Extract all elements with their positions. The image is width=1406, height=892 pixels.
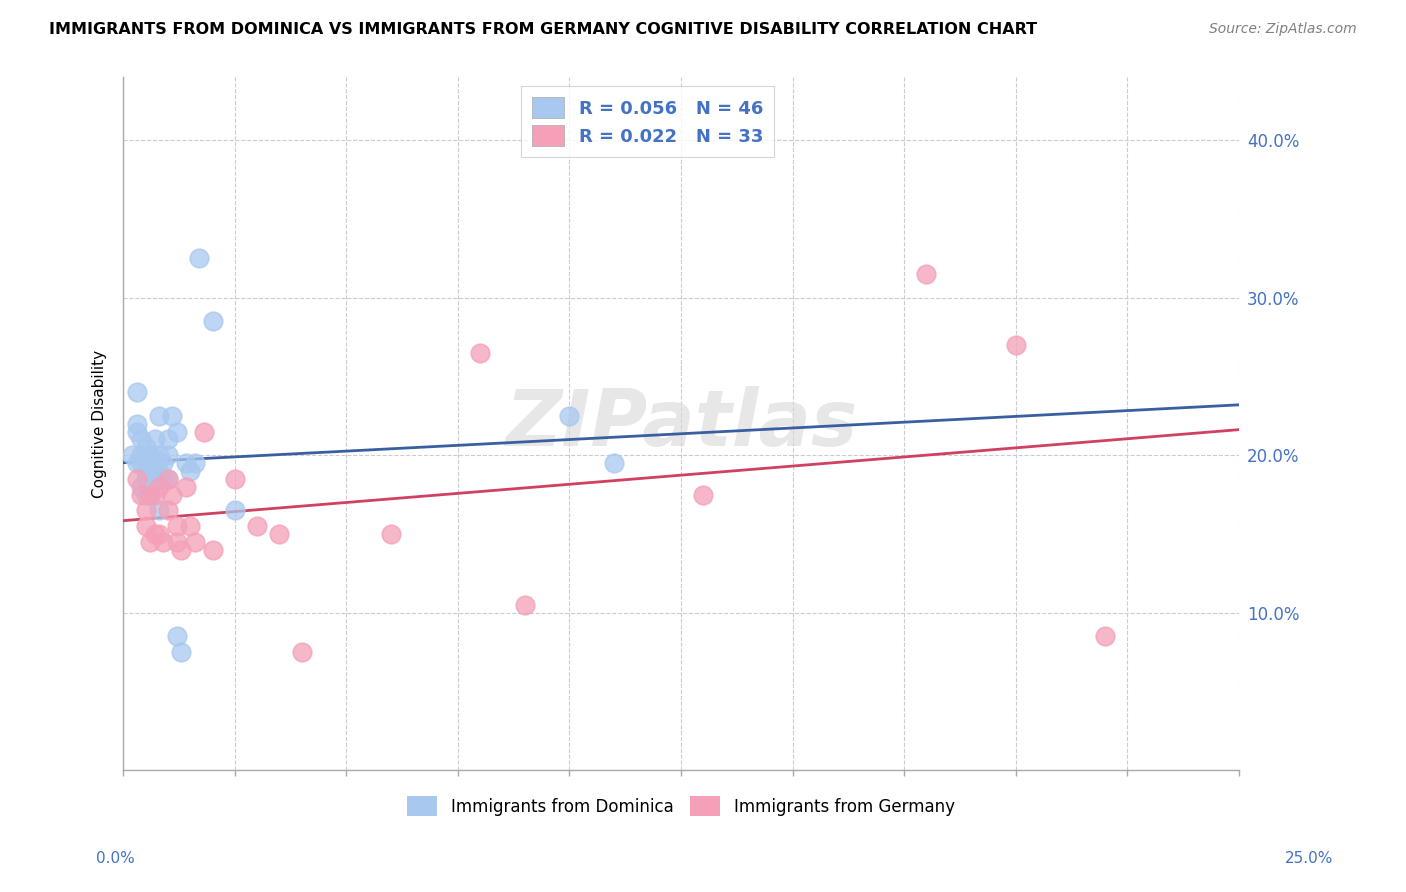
Point [125,456,148,470]
Point [170,542,193,557]
Point [156,433,179,447]
Point [129,456,152,470]
Point [135,456,157,470]
Point [139,487,162,501]
Point [125,385,148,400]
Point [139,456,162,470]
Point [156,472,179,486]
Point [143,472,166,486]
Point [166,519,188,533]
Point [470,346,492,360]
Point [148,409,170,423]
Point [291,645,314,659]
Point [135,456,157,470]
Y-axis label: Cognitive Disability: Cognitive Disability [93,350,107,498]
Point [513,598,536,612]
Point [603,456,626,470]
Point [121,448,143,462]
Text: 0.0%: 0.0% [96,852,135,866]
Point [156,448,179,462]
Point [193,425,215,439]
Point [135,456,157,470]
Point [139,464,162,478]
Point [246,519,269,533]
Point [139,487,162,501]
Point [201,542,224,557]
Text: Source: ZipAtlas.com: Source: ZipAtlas.com [1209,22,1357,37]
Point [152,456,174,470]
Point [174,480,197,494]
Point [166,629,188,643]
Point [129,487,152,501]
Point [224,472,246,486]
Point [125,472,148,486]
Point [1004,338,1026,352]
Point [156,472,179,486]
Point [558,409,581,423]
Point [135,519,157,533]
Point [143,527,166,541]
Text: ZIPatlas: ZIPatlas [505,385,858,462]
Point [269,527,291,541]
Point [166,425,188,439]
Point [183,456,205,470]
Point [148,527,170,541]
Point [380,527,402,541]
Text: IMMIGRANTS FROM DOMINICA VS IMMIGRANTS FROM GERMANY COGNITIVE DISABILITY CORRELA: IMMIGRANTS FROM DOMINICA VS IMMIGRANTS F… [49,22,1038,37]
Point [692,487,714,501]
Point [201,314,224,328]
Legend: Immigrants from Dominica, Immigrants from Germany: Immigrants from Dominica, Immigrants fro… [399,788,963,824]
Point [139,534,162,549]
Point [170,645,193,659]
Point [224,503,246,517]
Text: 25.0%: 25.0% [1285,852,1333,866]
Point [1094,629,1116,643]
Point [162,487,184,501]
Point [135,440,157,454]
Point [174,456,197,470]
Point [135,487,157,501]
Point [152,534,174,549]
Point [139,448,162,462]
Point [915,267,938,281]
Point [179,464,201,478]
Point [129,433,152,447]
Point [156,503,179,517]
Point [148,448,170,462]
Point [162,409,184,423]
Point [129,448,152,462]
Point [148,480,170,494]
Point [135,472,157,486]
Point [143,464,166,478]
Point [143,456,166,470]
Point [143,487,166,501]
Point [148,503,170,517]
Point [152,472,174,486]
Point [129,480,152,494]
Point [125,425,148,439]
Point [166,534,188,549]
Point [179,519,201,533]
Point [135,503,157,517]
Point [125,417,148,431]
Point [183,534,205,549]
Point [188,252,211,266]
Point [135,464,157,478]
Point [143,433,166,447]
Point [148,464,170,478]
Point [139,448,162,462]
